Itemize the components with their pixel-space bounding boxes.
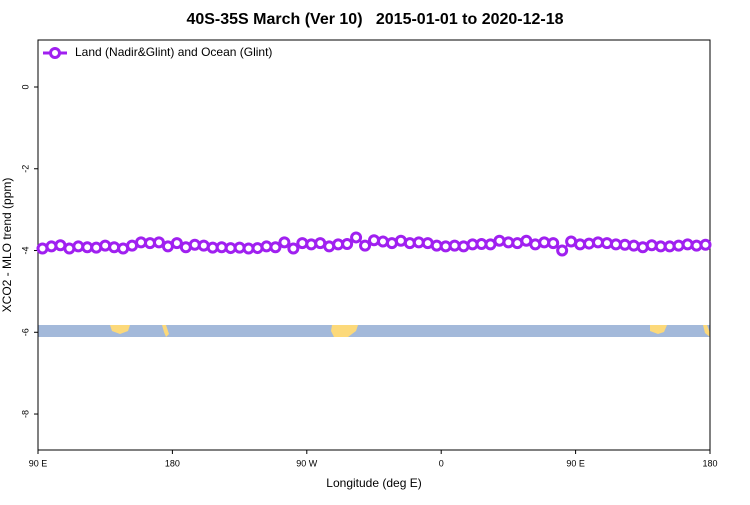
data-point	[359, 239, 372, 252]
x-axis-label: Longitude (deg E)	[326, 476, 421, 490]
data-point	[269, 241, 282, 254]
data-point	[99, 239, 112, 252]
x-tick-label: 180	[702, 458, 717, 468]
ocean-band	[38, 325, 710, 337]
data-point	[350, 231, 363, 244]
y-tick-label: -4	[20, 247, 30, 255]
y-tick-label: 0	[20, 85, 30, 90]
x-tick-label: 90 E	[29, 458, 48, 468]
data-point	[547, 237, 560, 250]
x-tick-label: 180	[165, 458, 180, 468]
data-point	[278, 236, 291, 249]
land-patch	[703, 325, 710, 337]
legend-label: Land (Nadir&Glint) and Ocean (Glint)	[75, 45, 272, 59]
x-tick-label: 90 W	[296, 458, 318, 468]
y-tick-label: -6	[20, 328, 30, 336]
land-patch	[110, 325, 130, 334]
data-point	[170, 237, 183, 250]
land-patch	[162, 325, 169, 337]
data-point	[287, 242, 300, 255]
y-tick-label: -2	[20, 165, 30, 173]
data-point	[627, 239, 640, 252]
land-patch	[331, 325, 358, 337]
data-point	[251, 242, 264, 255]
data-point	[376, 235, 389, 248]
x-tick-label: 90 E	[566, 458, 585, 468]
y-tick-label: -8	[20, 410, 30, 418]
data-point	[699, 238, 712, 251]
data-point	[556, 244, 569, 257]
x-tick-label: 0	[439, 458, 444, 468]
data-point	[152, 236, 165, 249]
land-patch	[650, 325, 667, 334]
data-point	[341, 237, 354, 250]
data-point	[493, 234, 506, 247]
land-strip	[38, 325, 710, 337]
legend-marker	[49, 47, 61, 59]
y-axis-label: XCO2 - MLO trend (ppm)	[0, 178, 14, 313]
chart-title: 40S-35S March (Ver 10) 2015-01-01 to 202…	[186, 11, 563, 28]
